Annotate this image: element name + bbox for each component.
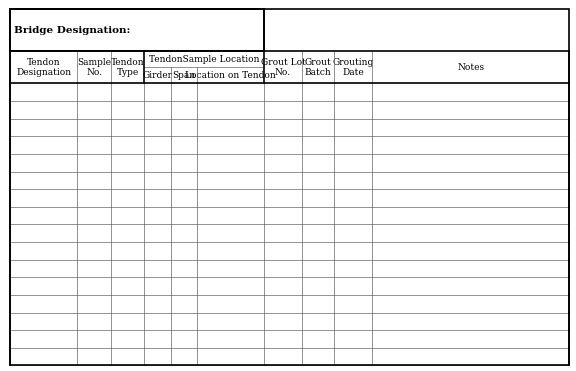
Text: TendonSample Location: TendonSample Location xyxy=(149,55,260,64)
Text: Span: Span xyxy=(172,71,195,80)
Text: Notes: Notes xyxy=(457,63,484,72)
Text: Bridge Designation:: Bridge Designation: xyxy=(14,26,131,35)
Bar xyxy=(10,9,264,51)
Text: Girder: Girder xyxy=(143,71,173,80)
Text: Tendon
Type: Tendon Type xyxy=(111,58,145,77)
Text: Grout Lot
No.: Grout Lot No. xyxy=(260,58,305,77)
Text: Tendon
Designation: Tendon Designation xyxy=(16,58,71,77)
Bar xyxy=(10,51,569,83)
Text: Location on Tendon: Location on Tendon xyxy=(185,71,276,80)
Text: Grouting
Date: Grouting Date xyxy=(333,58,374,77)
Bar xyxy=(10,9,264,51)
Text: Grout
Batch: Grout Batch xyxy=(305,58,332,77)
Text: Sample
No.: Sample No. xyxy=(77,58,111,77)
